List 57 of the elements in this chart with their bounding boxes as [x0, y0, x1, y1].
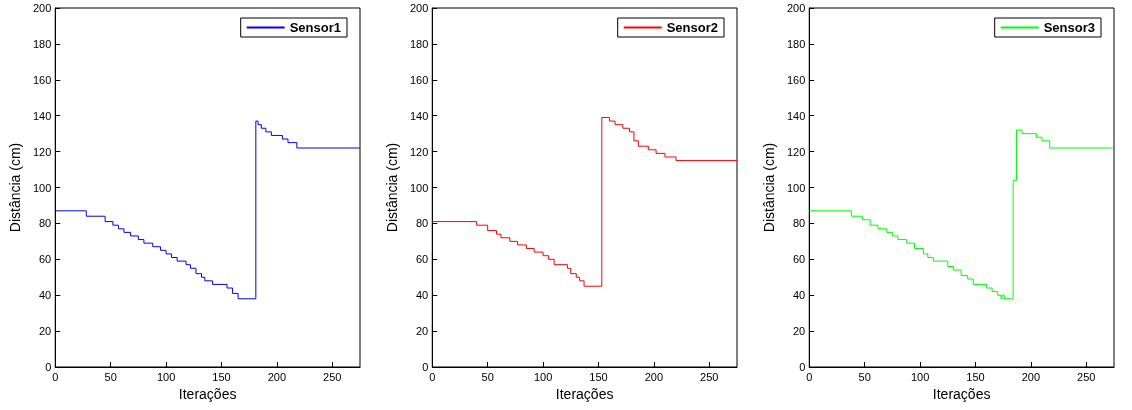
- y-axis-title: Distância (cm): [761, 142, 777, 233]
- x-axis-title: Iterações: [932, 385, 991, 402]
- y-axis-title: Distância (cm): [7, 142, 23, 233]
- y-tick-label: 140: [786, 109, 806, 122]
- y-tick-label: 180: [32, 37, 52, 50]
- x-tick-label: 100: [533, 370, 553, 383]
- y-tick-label: 80: [39, 217, 52, 230]
- y-tick-label: 0: [799, 361, 806, 373]
- x-tick-label: 200: [644, 370, 664, 383]
- y-tick-label: 40: [793, 289, 806, 302]
- x-tick-label: 200: [267, 370, 287, 383]
- x-tick-label: 100: [910, 370, 930, 383]
- x-tick-label: 50: [481, 370, 494, 383]
- y-tick-label: 60: [416, 253, 429, 266]
- y-tick-label: 120: [786, 145, 806, 158]
- y-tick-label: 60: [793, 253, 806, 266]
- x-tick-label: 150: [589, 370, 608, 383]
- y-tick-label: 180: [409, 37, 429, 50]
- y-tick-label: 20: [39, 325, 52, 338]
- y-tick-label: 80: [416, 217, 429, 230]
- y-tick-label: 120: [409, 145, 429, 158]
- y-tick-label: 40: [416, 289, 429, 302]
- y-tick-label: 100: [786, 181, 806, 194]
- x-tick-label: 150: [966, 370, 985, 383]
- y-tick-label: 20: [416, 325, 429, 338]
- x-axis-title: Iterações: [555, 385, 614, 402]
- y-tick-label: 80: [793, 217, 806, 230]
- x-tick-label: 50: [858, 370, 871, 383]
- y-tick-label: 160: [32, 73, 52, 86]
- y-tick-label: 200: [409, 2, 429, 14]
- y-tick-label: 160: [409, 73, 429, 86]
- y-tick-label: 100: [32, 181, 52, 194]
- y-tick-label: 0: [45, 361, 52, 373]
- x-tick-label: 100: [156, 370, 176, 383]
- y-tick-label: 200: [32, 2, 52, 14]
- y-tick-label: 160: [786, 73, 806, 86]
- x-tick-label: 250: [1077, 370, 1096, 383]
- y-tick-label: 140: [32, 109, 52, 122]
- y-tick-label: 140: [409, 109, 429, 122]
- legend-label: Sensor2: [666, 20, 719, 35]
- x-axis-title: Iterações: [178, 385, 237, 402]
- y-tick-label: 120: [32, 145, 52, 158]
- y-tick-label: 0: [422, 361, 429, 373]
- x-tick-label: 250: [700, 370, 719, 383]
- y-tick-label: 20: [793, 325, 806, 338]
- y-tick-label: 200: [786, 2, 806, 14]
- y-tick-label: 180: [786, 37, 806, 50]
- x-tick-label: 250: [323, 370, 342, 383]
- y-tick-label: 100: [409, 181, 429, 194]
- x-tick-label: 200: [1021, 370, 1041, 383]
- legend-label: Sensor1: [289, 20, 342, 35]
- y-axis-title: Distância (cm): [384, 142, 400, 233]
- legend-label: Sensor3: [1043, 20, 1096, 35]
- y-tick-label: 40: [39, 289, 52, 302]
- x-tick-label: 50: [104, 370, 117, 383]
- x-tick-label: 150: [212, 370, 231, 383]
- y-tick-label: 60: [39, 253, 52, 266]
